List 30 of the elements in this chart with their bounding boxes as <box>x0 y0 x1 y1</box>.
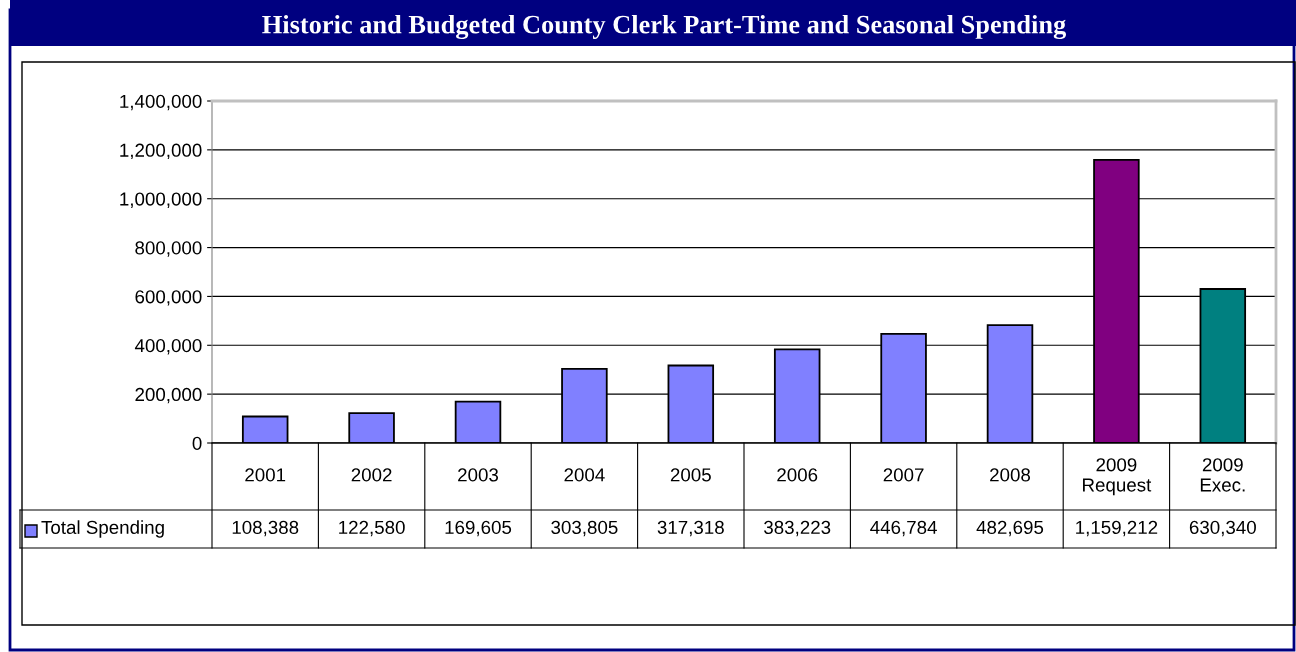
data-label: 122,580 <box>339 520 405 537</box>
y-tick-label: 1,400,000 <box>120 94 202 111</box>
y-tick-label: 400,000 <box>134 338 202 355</box>
y-tick-label: 600,000 <box>135 290 202 306</box>
y-tick-label: 1,000,000 <box>120 192 202 208</box>
data-label: 108,388 <box>232 520 299 537</box>
x-tick-label: 2009 Exec. <box>1200 458 1245 492</box>
data-label: 446,784 <box>870 520 937 537</box>
data-label: 303,805 <box>551 520 618 537</box>
x-tick-label: 2006 <box>777 468 818 482</box>
data-label: 630,340 <box>1189 520 1256 537</box>
x-tick-label: 2004 <box>564 468 605 482</box>
data-label: 1,159,212 <box>1076 520 1158 537</box>
x-tick-label: 2008 <box>990 468 1031 482</box>
x-tick-label: 2001 <box>245 468 286 482</box>
data-label: 317,318 <box>657 520 724 537</box>
y-tick-label: 200,000 <box>135 387 202 404</box>
data-label: 482,695 <box>976 520 1044 537</box>
data-label: 169,605 <box>445 520 512 537</box>
y-tick-label: 1,200,000 <box>120 143 202 160</box>
x-tick-label: 2009 Request <box>1083 458 1152 496</box>
chart-title: Historic and Budgeted County Clerk Part-Time and Seasonal Spending <box>262 14 1066 40</box>
x-tick-label: 2007 <box>883 468 924 482</box>
legend-label: Total Spending <box>41 520 164 538</box>
x-tick-label: 2003 <box>458 468 499 482</box>
x-tick-label: 2002 <box>351 468 392 482</box>
x-tick-label: 2005 <box>670 468 711 482</box>
y-tick-label: 800,000 <box>135 241 202 257</box>
y-tick-label: 0 <box>192 436 202 450</box>
data-label: 383,223 <box>764 520 831 537</box>
